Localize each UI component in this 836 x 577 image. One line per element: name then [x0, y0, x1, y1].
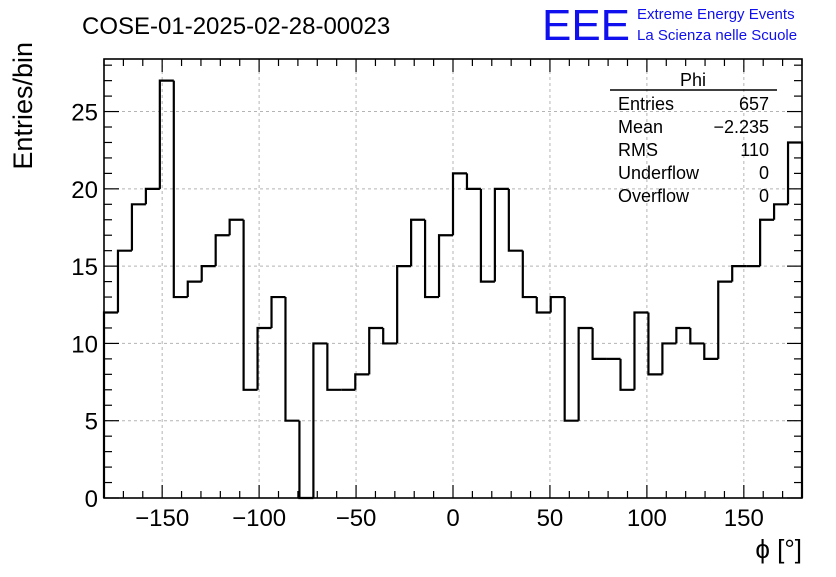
- histogram-bin: [619, 358, 635, 391]
- y-tick-label: 5: [85, 409, 98, 436]
- stats-title: Phi: [680, 70, 706, 90]
- stats-label-rms: RMS: [618, 140, 658, 160]
- histogram-bin: [661, 342, 677, 375]
- histogram-bin: [521, 250, 537, 299]
- stats-label-underflow: Underflow: [618, 163, 700, 183]
- histogram-bin: [717, 280, 733, 359]
- histogram-bin: [689, 327, 705, 345]
- histogram-bin: [270, 295, 286, 328]
- histogram-bin: [116, 249, 132, 313]
- histogram-bin: [479, 188, 495, 283]
- histogram-bin: [186, 280, 202, 298]
- x-tick-label: 150: [724, 505, 764, 532]
- histogram-bin: [158, 79, 174, 189]
- histogram-bin: [368, 326, 384, 375]
- histogram-bin: [312, 342, 328, 498]
- histogram-bin: [396, 265, 412, 344]
- histogram-bin: [242, 219, 258, 391]
- histogram-bin: [410, 218, 426, 267]
- plot-frame: [103, 58, 803, 499]
- logo-line-1: Extreme Energy Events: [637, 6, 795, 23]
- y-tick-label: 25: [71, 100, 98, 127]
- y-tick-label: 20: [71, 177, 98, 204]
- stats-box: Phi Entries 657 Mean −2.235 RMS 110 Unde…: [610, 70, 777, 206]
- histogram-line: [102, 79, 804, 500]
- logo-line-2: La Scienza nelle Scuole: [637, 27, 797, 44]
- histogram-bin: [200, 265, 216, 282]
- stats-label-entries: Entries: [618, 94, 674, 114]
- x-tick-label: 0: [446, 505, 459, 532]
- stats-label-mean: Mean: [618, 117, 663, 137]
- x-tick-label: −100: [232, 505, 286, 532]
- x-tick-label: 100: [627, 505, 667, 532]
- stats-value-overflow: 0: [759, 186, 769, 206]
- histogram-bin: [577, 326, 593, 421]
- histogram-bin: [675, 326, 691, 344]
- stats-value-entries: 657: [739, 94, 769, 114]
- y-tick-label: 10: [71, 331, 98, 358]
- histogram-bin: [493, 187, 509, 282]
- y-tick-label: 0: [85, 486, 98, 513]
- histogram-bin: [535, 297, 551, 314]
- histogram-bin: [465, 173, 481, 190]
- histogram-bin: [759, 218, 775, 267]
- x-tick-label: −150: [135, 505, 189, 532]
- grid-lines: [104, 59, 802, 498]
- x-tick-labels: −150 −100 −50 0 50 100 150: [135, 505, 764, 532]
- histogram-bin: [228, 218, 244, 236]
- stats-value-mean: −2.235: [713, 117, 769, 137]
- eee-logo: EEE: [542, 1, 630, 50]
- plot-title: COSE-01-2025-02-28-00023: [82, 13, 390, 40]
- y-tick-labels: 0 5 10 15 20 25: [71, 100, 98, 513]
- histogram-bin: [437, 234, 453, 298]
- histogram-bin: [354, 373, 370, 390]
- y-axis-label: Entries/bin: [8, 42, 38, 170]
- histogram-bin: [731, 265, 747, 282]
- histogram-bin: [284, 297, 300, 422]
- histogram-bin: [144, 187, 160, 205]
- histogram-bin: [507, 188, 523, 252]
- stats-label-overflow: Overflow: [618, 186, 690, 206]
- histogram-bin: [423, 219, 440, 299]
- histogram-bin: [326, 343, 342, 391]
- y-tick-label: 15: [71, 254, 98, 281]
- histogram-bin: [772, 203, 789, 220]
- histogram-bin: [591, 327, 607, 360]
- histogram-bin: [703, 343, 719, 360]
- histogram-bin: [382, 327, 398, 345]
- axis-ticks: [103, 59, 803, 499]
- x-tick-label: 50: [537, 505, 564, 532]
- histogram-bin: [451, 172, 467, 236]
- histogram-bin: [549, 295, 565, 313]
- stats-value-underflow: 0: [759, 163, 769, 183]
- stats-value-rms: 110: [740, 140, 769, 160]
- histogram-bin: [563, 297, 579, 422]
- histogram-bin: [214, 234, 230, 267]
- histogram-bin: [633, 311, 649, 390]
- histogram-bin: [130, 203, 146, 251]
- histogram-bin: [256, 326, 272, 390]
- x-tick-label: −50: [336, 505, 377, 532]
- histogram-bin: [172, 80, 188, 299]
- histogram-bin: [647, 312, 663, 376]
- x-axis-label: ϕ [°]: [755, 534, 802, 564]
